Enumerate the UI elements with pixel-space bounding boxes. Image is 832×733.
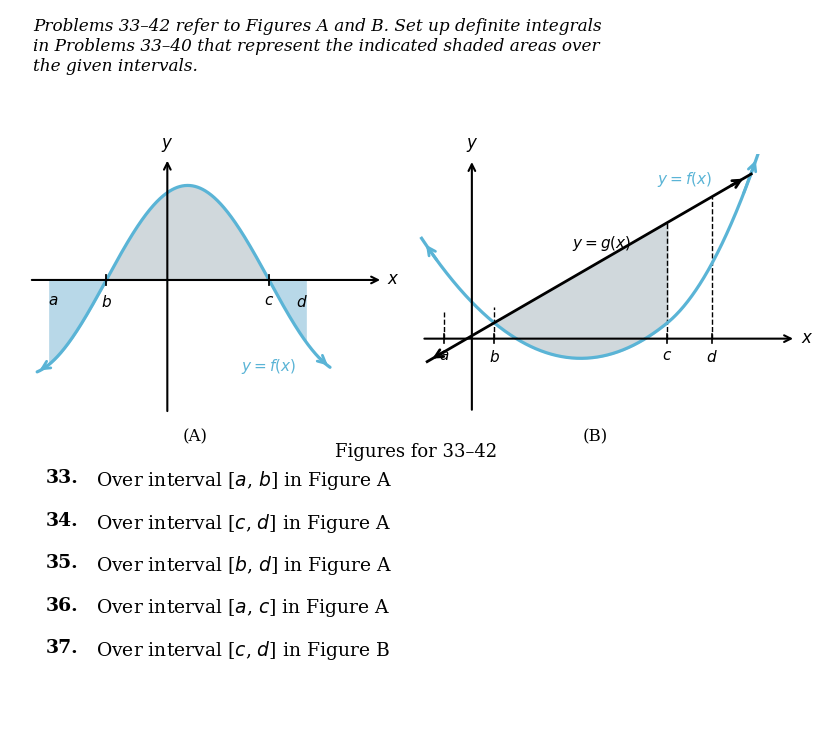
Text: $y$: $y$ — [161, 136, 174, 154]
Text: $a$: $a$ — [438, 349, 449, 363]
Text: $c$: $c$ — [662, 349, 672, 363]
Text: $d$: $d$ — [706, 349, 718, 365]
Text: Over interval [$c$, $d$] in Figure B: Over interval [$c$, $d$] in Figure B — [96, 639, 389, 662]
Text: $y = g(x)$: $y = g(x)$ — [572, 234, 631, 253]
Text: $y$: $y$ — [466, 136, 478, 154]
Text: 36.: 36. — [46, 597, 78, 615]
Text: Figures for 33–42: Figures for 33–42 — [335, 443, 497, 461]
Text: $a$: $a$ — [48, 294, 58, 308]
Text: 33.: 33. — [46, 469, 78, 487]
Text: $y = f(x)$: $y = f(x)$ — [657, 170, 712, 189]
Text: Over interval [$c$, $d$] in Figure A: Over interval [$c$, $d$] in Figure A — [96, 512, 391, 534]
Text: $x$: $x$ — [387, 271, 399, 289]
Text: $d$: $d$ — [295, 294, 308, 310]
Text: $y = f(x)$: $y = f(x)$ — [240, 357, 295, 376]
Text: $x$: $x$ — [801, 330, 814, 347]
Text: Over interval [$a$, $c$] in Figure A: Over interval [$a$, $c$] in Figure A — [96, 597, 390, 619]
Text: Over interval [$b$, $d$] in Figure A: Over interval [$b$, $d$] in Figure A — [96, 554, 392, 577]
Text: 35.: 35. — [46, 554, 78, 572]
Text: Over interval [$a$, $b$] in Figure A: Over interval [$a$, $b$] in Figure A — [96, 469, 392, 492]
Text: (A): (A) — [183, 429, 208, 446]
Text: 34.: 34. — [46, 512, 78, 530]
Text: 37.: 37. — [46, 639, 78, 658]
Text: Problems 33–42 refer to Figures A and B. Set up definite integrals
in Problems 3: Problems 33–42 refer to Figures A and B.… — [33, 18, 602, 75]
Text: (B): (B) — [582, 429, 607, 446]
Text: $c$: $c$ — [264, 294, 274, 308]
Text: $b$: $b$ — [101, 294, 111, 310]
Text: $b$: $b$ — [488, 349, 500, 365]
